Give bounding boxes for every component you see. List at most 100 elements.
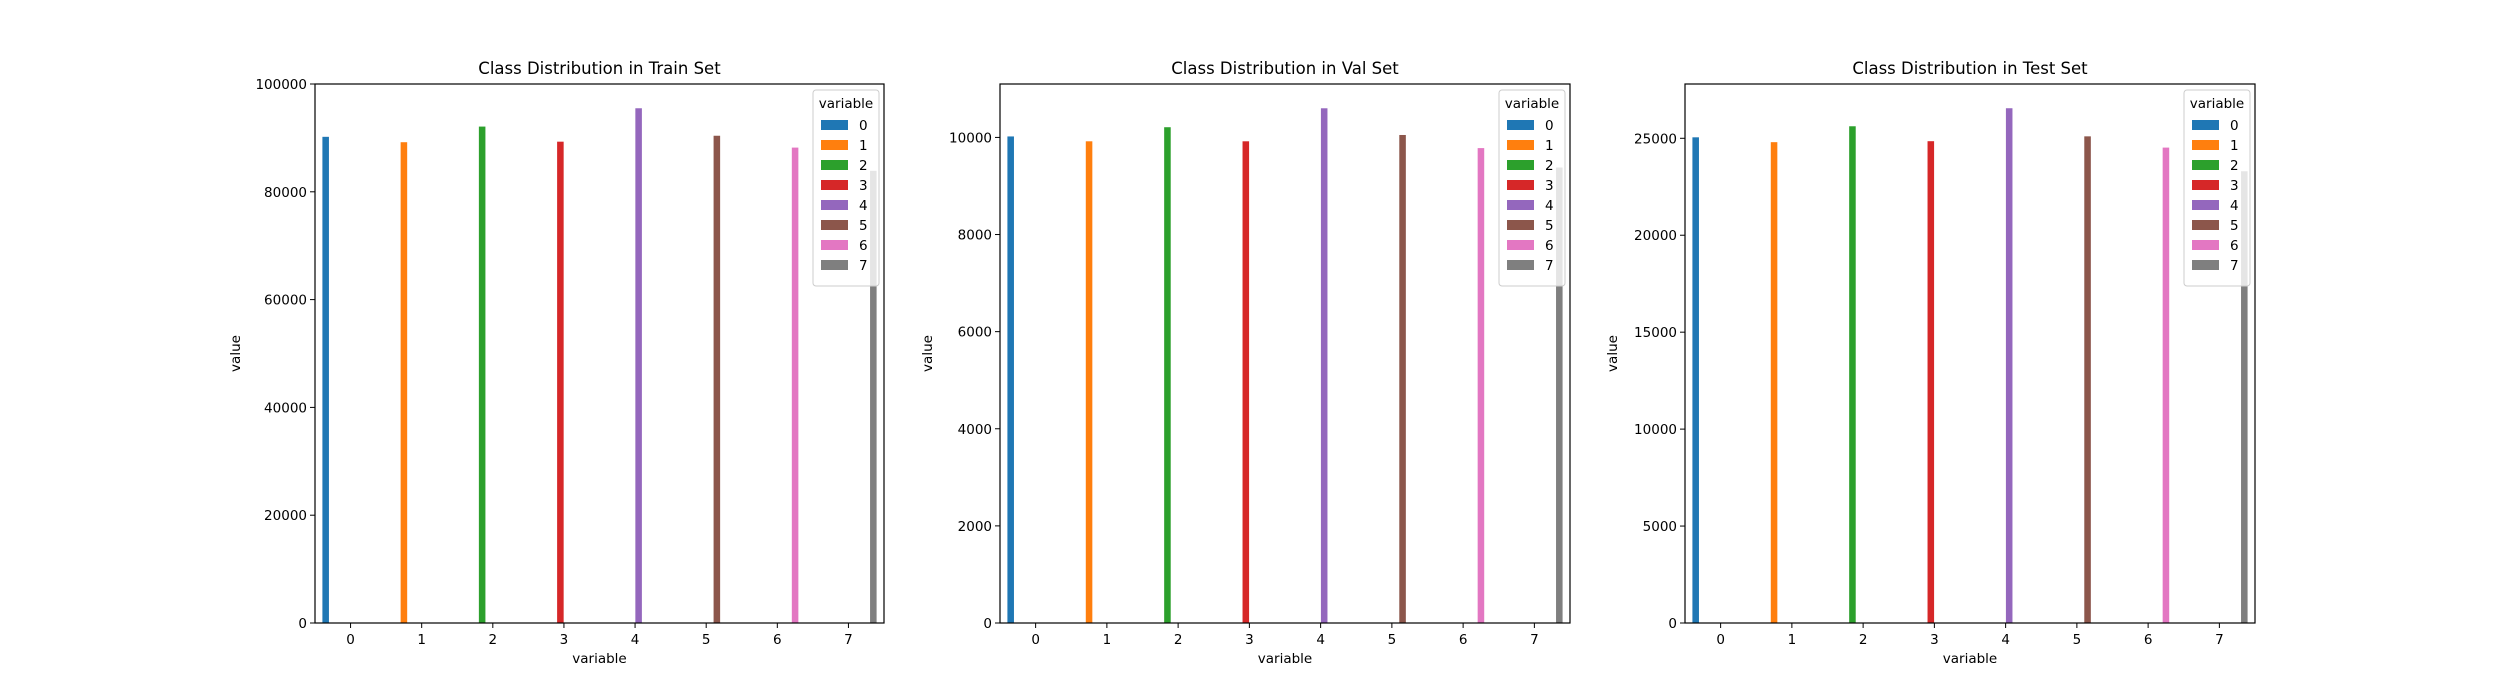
legend-label: 4 (1545, 198, 1554, 214)
legend-label: 2 (1545, 158, 1554, 174)
legend-label: 4 (2230, 198, 2239, 214)
legend-swatch-3 (2192, 180, 2219, 190)
legend-label: 6 (1545, 238, 1554, 254)
x-tick-label: 1 (1788, 632, 1797, 648)
chart-panel-0: Class Distribution in Train Set 0 1 2 3 4 5 6 7 0… (228, 59, 885, 667)
chart-panel-2: Class Distribution in Test Set 0 1 2 3 4 5 6 7 0 5… (1605, 59, 2256, 667)
legend-label: 0 (1545, 118, 1554, 134)
legend-label: 7 (859, 258, 868, 274)
legend-label: 4 (859, 198, 868, 214)
y-tick-label: 20000 (1634, 228, 1677, 244)
legend-label: 1 (2230, 138, 2239, 154)
bar-3 (1927, 141, 1935, 623)
legend-swatch-1 (821, 140, 848, 150)
legend-label: 7 (2230, 258, 2239, 274)
x-tick-label: 3 (560, 632, 569, 648)
x-tick-label: 5 (702, 632, 711, 648)
x-tick-label: 6 (773, 632, 782, 648)
bar-5 (713, 135, 721, 623)
legend-swatch-7 (821, 260, 848, 270)
plot-frame (1684, 83, 2256, 624)
bar-3 (557, 141, 564, 623)
legend-label: 5 (859, 218, 868, 234)
x-tick-label: 2 (1174, 632, 1183, 648)
bar-6 (2162, 147, 2170, 623)
bar-7 (2241, 171, 2248, 623)
bar-4 (635, 108, 642, 623)
legend-label: 6 (2230, 238, 2239, 254)
x-tick-label: 1 (1103, 632, 1112, 648)
legend-swatch-0 (2192, 120, 2219, 130)
legend-swatch-5 (2192, 220, 2219, 230)
legend-label: 6 (859, 238, 868, 254)
bar-5 (2084, 136, 2091, 623)
legend-swatch-4 (1507, 200, 1534, 210)
bar-6 (791, 147, 799, 624)
legend-swatch-3 (821, 180, 848, 190)
x-tick-label: 4 (631, 632, 640, 648)
legend-label: 1 (1545, 138, 1554, 154)
legend-swatch-2 (2192, 160, 2219, 170)
legend-swatch-7 (2192, 260, 2219, 270)
bar-1 (1770, 142, 1778, 623)
y-tick-label: 8000 (958, 228, 992, 244)
y-tick-label: 60000 (264, 293, 307, 309)
x-tick-label: 5 (1388, 632, 1397, 648)
legend-label: 2 (2230, 158, 2239, 174)
bar-2 (1849, 126, 1856, 623)
y-tick-label: 10000 (949, 130, 992, 146)
legend-swatch-2 (1507, 160, 1534, 170)
legend-swatch-4 (2192, 200, 2219, 210)
x-tick-label: 1 (417, 632, 426, 648)
y-tick-label: 100000 (255, 77, 307, 93)
chart-title: Class Distribution in Test Set (1852, 59, 2088, 78)
bar-1 (400, 142, 408, 623)
chart-title: Class Distribution in Val Set (1171, 59, 1399, 78)
plot-frame (314, 83, 885, 624)
x-axis-label: variable (572, 651, 626, 667)
bar-3 (1242, 141, 1250, 623)
bar-0 (1692, 137, 1699, 623)
legend-label: 0 (859, 118, 868, 134)
legend-swatch-4 (821, 200, 848, 210)
y-tick-label: 25000 (1634, 131, 1677, 147)
legend-label: 5 (2230, 218, 2239, 234)
x-tick-label: 5 (2073, 632, 2082, 648)
legend-title: variable (2190, 96, 2244, 112)
legend-swatch-5 (1507, 220, 1534, 230)
y-tick-label: 15000 (1634, 325, 1677, 341)
legend-swatch-7 (1507, 260, 1534, 270)
bar-2 (1164, 127, 1171, 624)
bar-4 (2005, 108, 2013, 624)
legend-swatch-0 (821, 120, 848, 130)
x-tick-label: 0 (1716, 632, 1725, 648)
plot-frame (999, 83, 1571, 624)
legend-label: 2 (859, 158, 868, 174)
legend-swatch-6 (821, 240, 848, 250)
legend-swatch-1 (1507, 140, 1534, 150)
legend-swatch-6 (2192, 240, 2219, 250)
y-axis-label: value (228, 335, 244, 372)
y-tick-label: 2000 (958, 519, 992, 535)
bar-7 (1556, 167, 1563, 623)
bar-2 (478, 126, 486, 624)
x-tick-label: 0 (346, 632, 355, 648)
x-tick-label: 2 (1859, 632, 1868, 648)
legend-label: 0 (2230, 118, 2239, 134)
y-tick-label: 0 (298, 616, 307, 632)
x-tick-label: 4 (1316, 632, 1325, 648)
y-tick-label: 6000 (958, 325, 992, 341)
legend: variable 0 1 2 3 4 5 6 7 (2183, 89, 2251, 287)
bar-4 (1320, 108, 1328, 623)
x-axis-label: variable (1943, 651, 1997, 667)
bar-0 (322, 136, 329, 623)
y-tick-label: 0 (1668, 616, 1677, 632)
x-tick-label: 3 (1245, 632, 1254, 648)
y-tick-label: 20000 (264, 508, 307, 524)
y-tick-label: 10000 (1634, 422, 1677, 438)
bar-7 (870, 170, 877, 624)
chart-title: Class Distribution in Train Set (478, 59, 721, 78)
bar-1 (1085, 141, 1093, 623)
